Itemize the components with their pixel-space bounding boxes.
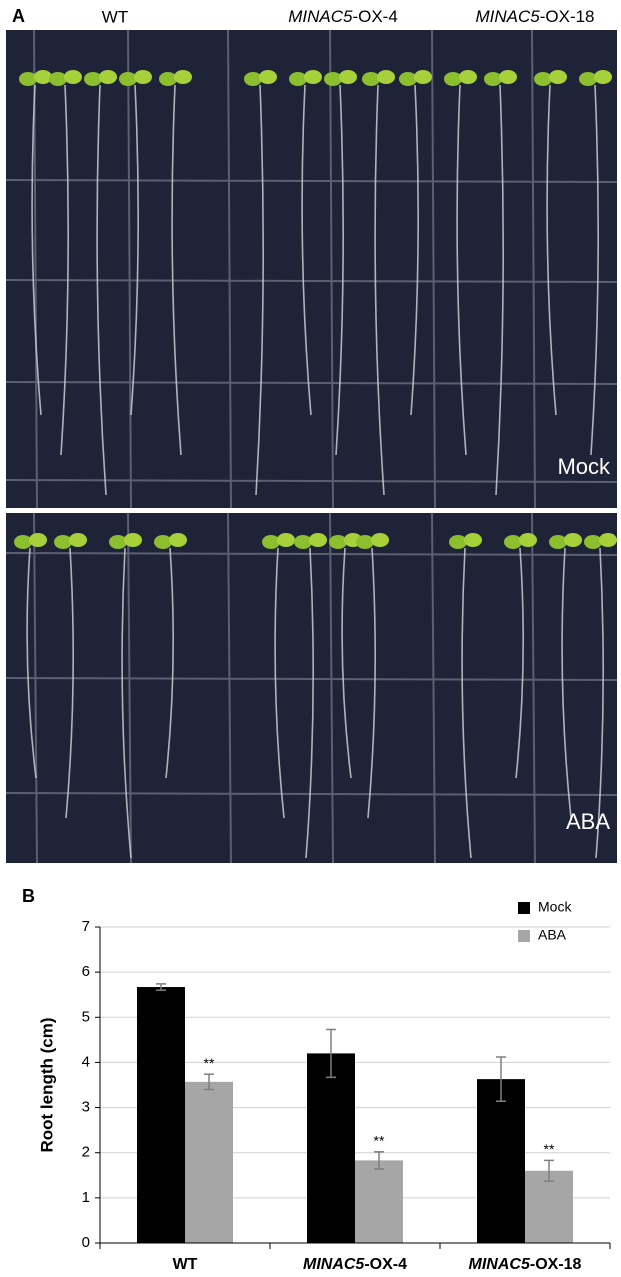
legend-label: Mock (538, 899, 572, 915)
column-label: MINAC5-OX-4 (288, 7, 398, 26)
y-tick-label: 1 (82, 1189, 90, 1206)
legend-swatch (518, 930, 530, 942)
leaf (29, 533, 47, 547)
x-tick-label: WT (173, 1256, 198, 1273)
leaf (154, 535, 172, 549)
leaf (356, 535, 374, 549)
legend-swatch (518, 902, 530, 914)
leaf (564, 533, 582, 547)
figure: A B WT MINAC5-OX-4 MINAC5-OX-18 Mock ABA 0 1 2 3… (0, 0, 621, 1277)
leaf (484, 72, 502, 86)
bar (137, 987, 185, 1243)
bar (355, 1160, 403, 1243)
leaf (324, 72, 342, 86)
leaf (594, 70, 612, 84)
legend-label: ABA (538, 927, 567, 943)
leaf (444, 72, 462, 86)
leaf (362, 72, 380, 86)
column-label: MINAC5-OX-18 (475, 7, 594, 26)
bar (477, 1079, 525, 1243)
leaf (19, 72, 37, 86)
x-tick-label: MINAC5-OX-18 (469, 1256, 582, 1273)
y-tick-label: 2 (82, 1144, 90, 1161)
leaf (534, 72, 552, 86)
leaf (54, 535, 72, 549)
leaf (169, 533, 187, 547)
y-axis-label: Root length (cm) (37, 1017, 56, 1152)
leaf (584, 535, 602, 549)
leaf (49, 72, 67, 86)
leaf (599, 533, 617, 547)
leaf (377, 70, 395, 84)
significance: ** (204, 1055, 215, 1071)
condition-label: Mock (557, 454, 611, 479)
y-tick-label: 7 (82, 918, 90, 935)
panel-label: B (22, 886, 35, 906)
leaf (304, 70, 322, 84)
leaf (309, 533, 327, 547)
y-tick-label: 6 (82, 963, 90, 980)
leaf (244, 72, 262, 86)
leaf (109, 535, 127, 549)
panel-label: A (12, 6, 25, 26)
bar (307, 1053, 355, 1243)
leaf (289, 72, 307, 86)
significance: ** (374, 1133, 385, 1149)
leaf (84, 72, 102, 86)
x-tick-label: MINAC5-OX-4 (303, 1256, 407, 1273)
leaf (277, 533, 295, 547)
y-tick-label: 0 (82, 1234, 90, 1251)
leaf (134, 70, 152, 84)
leaf (449, 535, 467, 549)
leaf (459, 70, 477, 84)
leaf (399, 72, 417, 86)
leaf (34, 70, 52, 84)
leaf (464, 533, 482, 547)
leaf (371, 533, 389, 547)
y-tick-label: 5 (82, 1008, 90, 1025)
condition-label: ABA (566, 809, 610, 834)
leaf (339, 70, 357, 84)
leaf (549, 70, 567, 84)
leaf (414, 70, 432, 84)
leaf (262, 535, 280, 549)
leaf (14, 535, 32, 549)
leaf (174, 70, 192, 84)
leaf (549, 535, 567, 549)
leaf (124, 533, 142, 547)
bar (185, 1082, 233, 1243)
leaf (99, 70, 117, 84)
y-tick-label: 3 (82, 1099, 90, 1116)
leaf (579, 72, 597, 86)
leaf (294, 535, 312, 549)
leaf (64, 70, 82, 84)
leaf (119, 72, 137, 86)
leaf (329, 535, 347, 549)
leaf (69, 533, 87, 547)
leaf (504, 535, 522, 549)
column-label: WT (102, 7, 128, 26)
leaf (159, 72, 177, 86)
leaf (499, 70, 517, 84)
y-tick-label: 4 (82, 1053, 90, 1070)
leaf (259, 70, 277, 84)
significance: ** (544, 1141, 555, 1157)
leaf (519, 533, 537, 547)
